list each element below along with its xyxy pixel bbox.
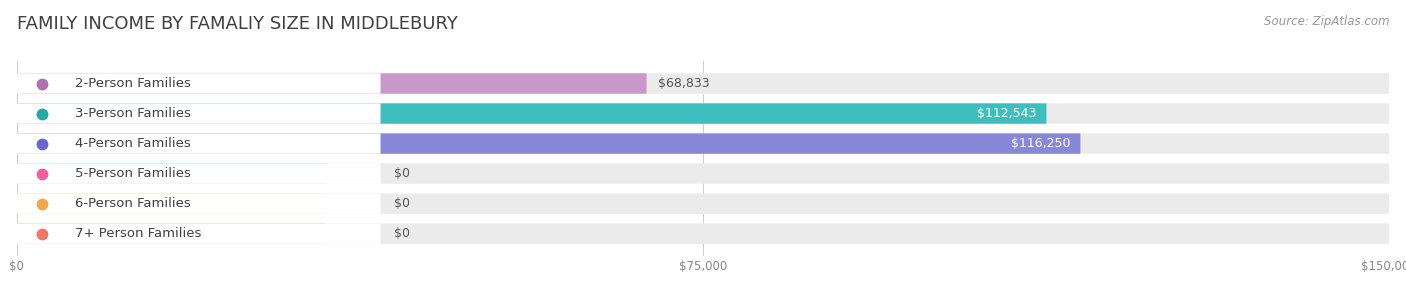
Text: Source: ZipAtlas.com: Source: ZipAtlas.com	[1264, 15, 1389, 28]
Text: FAMILY INCOME BY FAMALIY SIZE IN MIDDLEBURY: FAMILY INCOME BY FAMALIY SIZE IN MIDDLEB…	[17, 15, 458, 33]
PathPatch shape	[17, 163, 326, 184]
PathPatch shape	[17, 193, 326, 214]
Text: $116,250: $116,250	[1011, 137, 1071, 150]
Text: 2-Person Families: 2-Person Families	[75, 77, 190, 90]
Text: $0: $0	[394, 197, 411, 210]
PathPatch shape	[17, 224, 1389, 244]
PathPatch shape	[17, 163, 381, 184]
PathPatch shape	[17, 133, 381, 154]
PathPatch shape	[17, 224, 326, 244]
Text: 4-Person Families: 4-Person Families	[75, 137, 190, 150]
PathPatch shape	[17, 103, 1389, 124]
Text: 6-Person Families: 6-Person Families	[75, 197, 190, 210]
PathPatch shape	[17, 133, 1389, 154]
PathPatch shape	[17, 163, 1389, 184]
Text: 7+ Person Families: 7+ Person Families	[75, 227, 201, 240]
Text: $68,833: $68,833	[658, 77, 709, 90]
PathPatch shape	[17, 133, 1080, 154]
Text: $112,543: $112,543	[977, 107, 1036, 120]
PathPatch shape	[17, 73, 647, 94]
PathPatch shape	[17, 103, 1046, 124]
PathPatch shape	[17, 73, 381, 94]
PathPatch shape	[17, 193, 381, 214]
PathPatch shape	[17, 73, 1389, 94]
Text: $0: $0	[394, 227, 411, 240]
Text: 3-Person Families: 3-Person Families	[75, 107, 190, 120]
Text: $0: $0	[394, 167, 411, 180]
PathPatch shape	[17, 193, 1389, 214]
Text: 5-Person Families: 5-Person Families	[75, 167, 190, 180]
PathPatch shape	[17, 224, 381, 244]
PathPatch shape	[17, 103, 381, 124]
